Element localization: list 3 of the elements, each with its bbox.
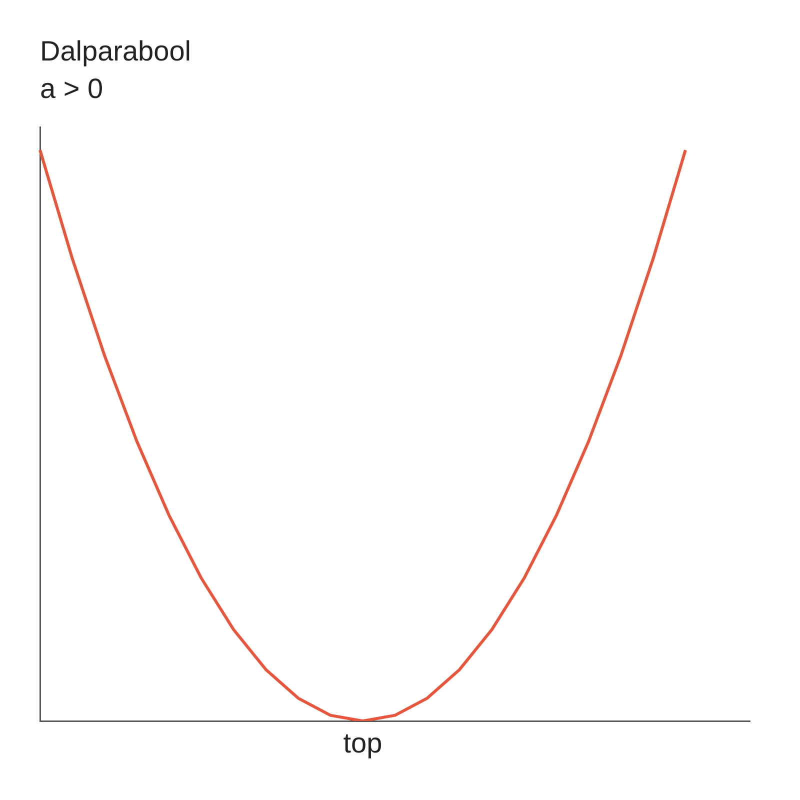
annotation: top bbox=[343, 728, 382, 759]
chart-subtitle: a > 0 bbox=[40, 73, 104, 104]
chart-title: Dalparabool bbox=[40, 36, 191, 67]
